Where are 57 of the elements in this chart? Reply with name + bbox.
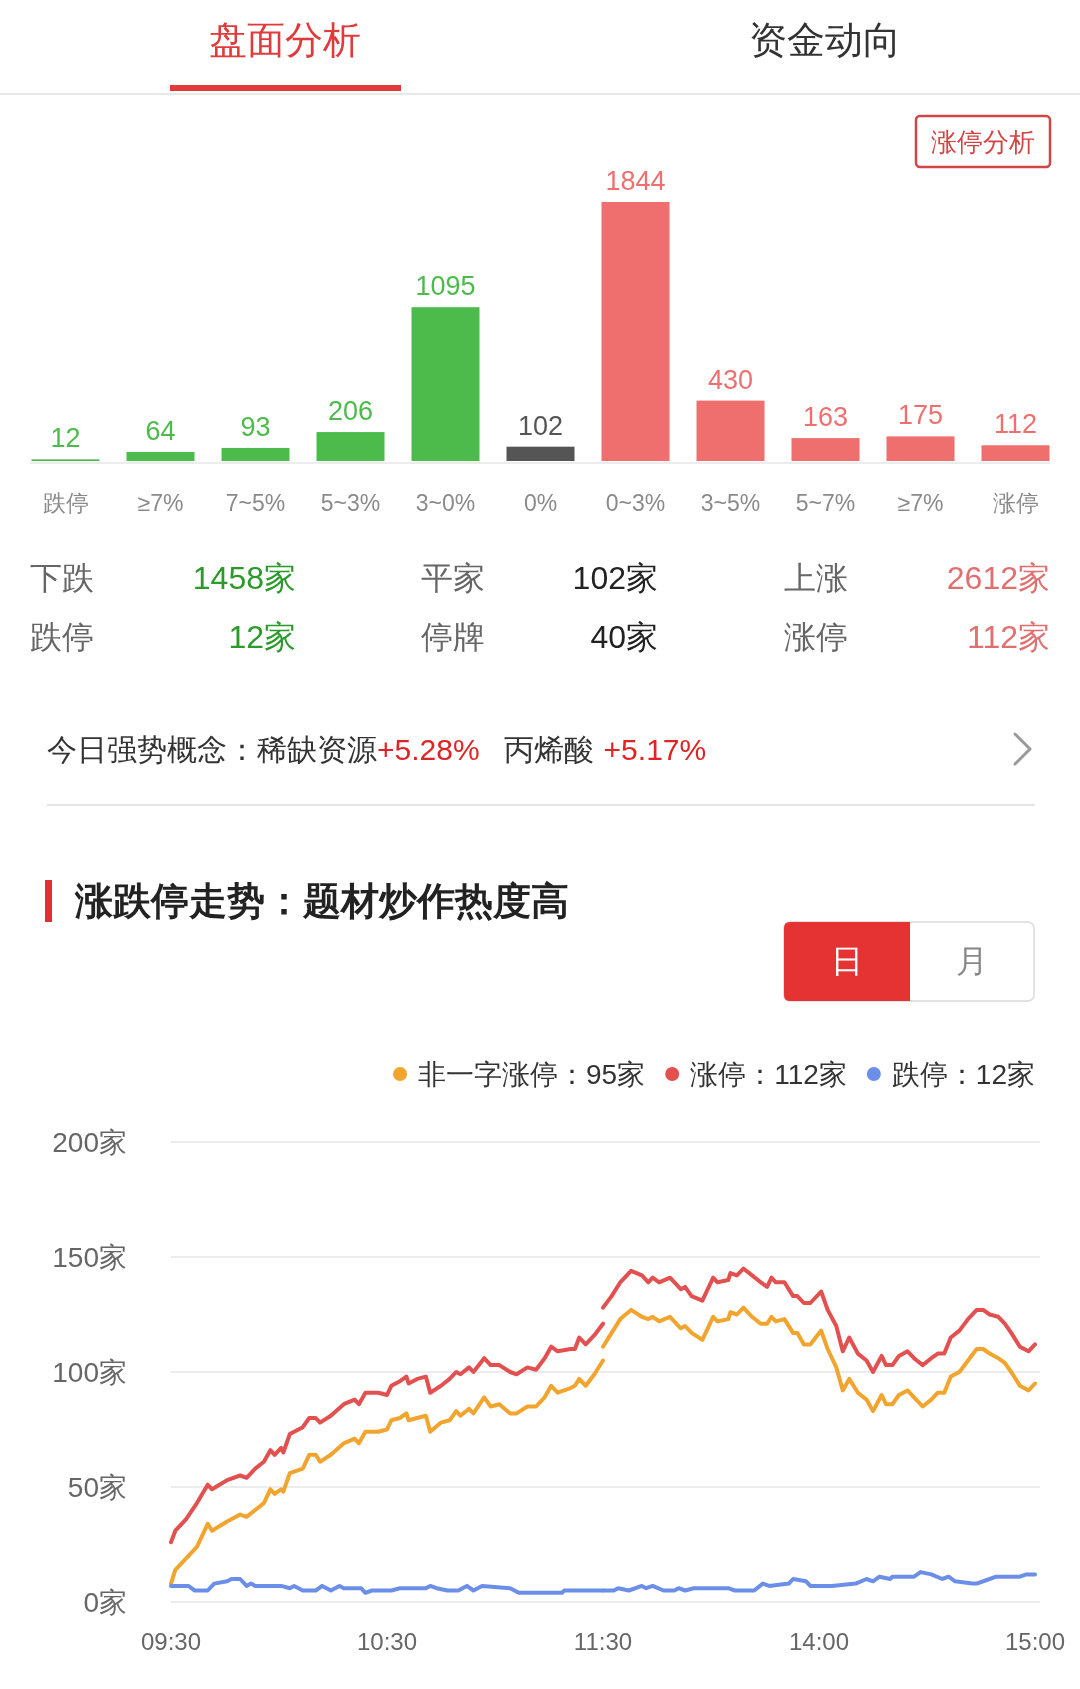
- y-tick-label: 0家: [83, 1586, 127, 1618]
- data-label: 12: [50, 423, 81, 454]
- x-tick-label: 5~3%: [320, 490, 381, 516]
- x-tick-label: 0%: [523, 490, 558, 516]
- data-label: 1095: [415, 271, 476, 302]
- data-label: 1844: [605, 166, 666, 196]
- text: 丙烯酸: [503, 732, 594, 766]
- text: 102家: [572, 560, 658, 596]
- text: +5.28%: [377, 732, 480, 766]
- x-tick-label: ≥7%: [137, 490, 184, 516]
- text: +5.17%: [603, 732, 707, 766]
- x-tick-label: 14:00: [788, 1627, 850, 1655]
- text: 涨停分析: [931, 127, 1035, 157]
- text: 40家: [590, 619, 658, 655]
- data-label: 206: [327, 396, 374, 427]
- text: 平家: [421, 560, 485, 596]
- legend-label: 非一字涨停：95家: [418, 1058, 646, 1090]
- text: 盘面分析: [209, 19, 361, 61]
- text: 今日强势概念：稀缺资源: [47, 732, 377, 766]
- x-tick-label: 11:30: [573, 1627, 633, 1655]
- text: 12家: [228, 619, 296, 655]
- legend-label: 跌停：12家: [891, 1058, 1035, 1090]
- y-tick-label: 200家: [52, 1126, 127, 1158]
- x-tick-label: ≥7%: [897, 490, 944, 516]
- text: 112家: [966, 619, 1050, 655]
- x-tick-label: 跌停: [42, 490, 89, 516]
- y-tick-label: 150家: [52, 1241, 127, 1273]
- data-label: 64: [145, 416, 176, 447]
- text: 资金动向: [749, 19, 901, 61]
- text: 2612家: [946, 560, 1050, 596]
- x-tick-label: 7~5%: [225, 490, 286, 516]
- x-tick-label: 3~5%: [700, 490, 761, 516]
- x-tick-label: 09:30: [140, 1627, 202, 1655]
- data-label: 175: [897, 400, 944, 431]
- y-tick-label: 50家: [67, 1471, 127, 1503]
- text: 停牌: [421, 619, 485, 655]
- y-tick-label: 100家: [52, 1356, 127, 1388]
- chart-title: 涨跌停走势：题材炒作热度高: [74, 880, 569, 922]
- text: 涨停: [784, 619, 848, 655]
- text: 1458家: [192, 560, 296, 596]
- data-label: 430: [707, 364, 754, 395]
- legend-label: 涨停：112家: [690, 1058, 847, 1090]
- text: 月: [956, 943, 988, 979]
- data-label: 93: [240, 411, 271, 442]
- data-label: 102: [517, 410, 564, 441]
- x-tick-label: 5~7%: [795, 490, 856, 516]
- x-tick-label: 0~3%: [605, 490, 666, 516]
- text: 日: [831, 943, 863, 979]
- x-tick-label: 10:30: [356, 1627, 418, 1655]
- data-label: 163: [802, 402, 849, 433]
- text: 下跌: [30, 560, 94, 596]
- x-tick-label: 3~0%: [415, 490, 476, 516]
- text: 跌停: [30, 619, 94, 655]
- x-tick-label: 15:00: [1004, 1627, 1066, 1655]
- text: 上涨: [784, 560, 848, 596]
- data-label: 112: [993, 409, 1038, 440]
- x-tick-label: 涨停: [992, 490, 1039, 516]
